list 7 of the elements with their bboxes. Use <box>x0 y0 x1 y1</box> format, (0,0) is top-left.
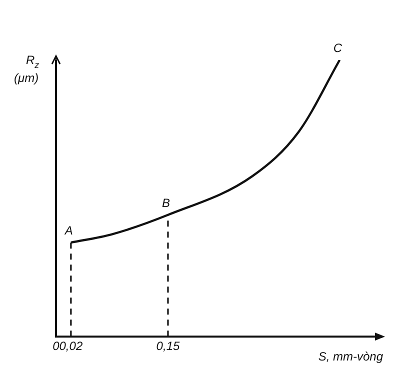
annotation: A <box>64 224 73 238</box>
x-tick-label: 0,02 <box>59 339 83 354</box>
x-tick-label: 0,15 <box>156 339 180 354</box>
x-tick-label: 0 <box>52 339 60 354</box>
annotation: B <box>162 196 170 210</box>
annotation: C <box>333 41 342 55</box>
x-axis-title: S, mm-vòng <box>318 350 384 364</box>
